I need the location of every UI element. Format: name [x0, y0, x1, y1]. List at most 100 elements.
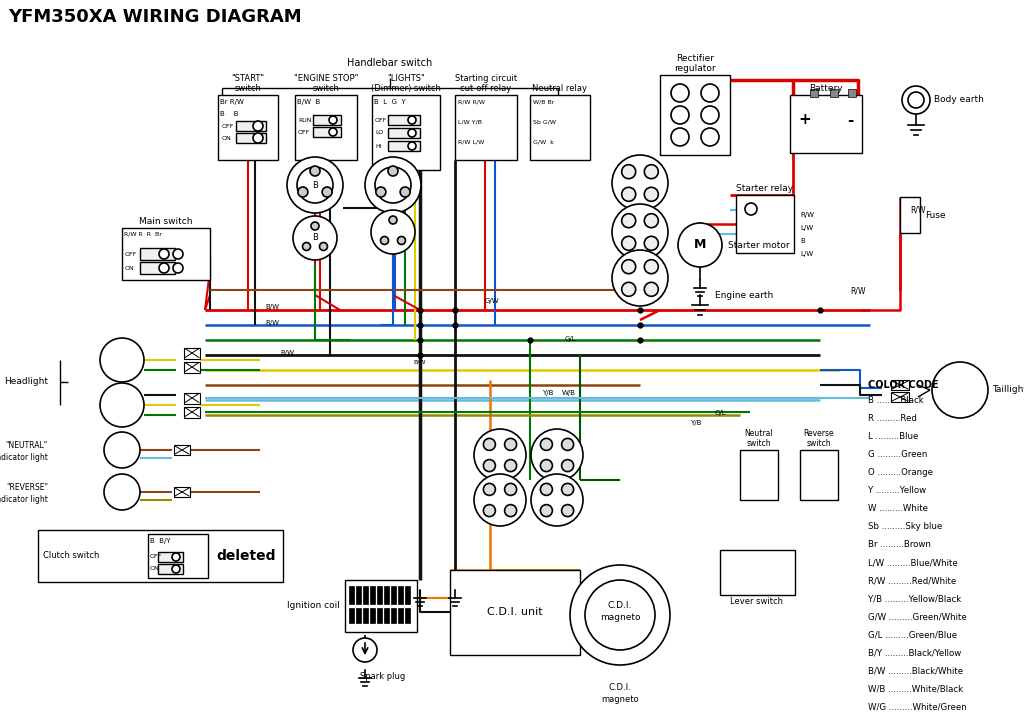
Text: W/B: W/B	[562, 390, 575, 396]
Bar	[398, 608, 403, 623]
Bar	[377, 586, 382, 604]
Text: Br .........Brown: Br .........Brown	[868, 540, 931, 549]
Text: Sb .........Sky blue: Sb .........Sky blue	[868, 522, 942, 531]
Text: B .........Black: B .........Black	[868, 396, 924, 405]
Bar	[349, 608, 354, 623]
Bar	[313, 127, 341, 137]
Text: +: +	[798, 113, 811, 128]
Text: W/G .........White/Green: W/G .........White/Green	[868, 702, 967, 711]
Text: B/Y .........Black/Yellow: B/Y .........Black/Yellow	[868, 648, 962, 657]
Text: Handlebar switch: Handlebar switch	[347, 58, 432, 68]
Circle shape	[474, 474, 526, 526]
Bar	[406, 608, 410, 623]
Circle shape	[397, 237, 406, 245]
Text: YFM350XA WIRING DIAGRAM: YFM350XA WIRING DIAGRAM	[8, 8, 302, 26]
Bar	[740, 450, 778, 500]
Bar	[450, 570, 580, 655]
Circle shape	[408, 116, 416, 124]
Circle shape	[319, 243, 328, 251]
Text: L/W .........Blue/White: L/W .........Blue/White	[868, 558, 957, 567]
Text: B  B/Y: B B/Y	[150, 538, 171, 544]
Text: B/W: B/W	[265, 304, 279, 310]
Circle shape	[678, 223, 722, 267]
Circle shape	[622, 187, 636, 201]
Bar	[900, 197, 920, 233]
Circle shape	[375, 167, 411, 203]
Text: R/W R  R  Br: R/W R R Br	[124, 232, 162, 237]
Bar	[790, 95, 862, 153]
Circle shape	[902, 86, 930, 114]
Circle shape	[388, 166, 398, 176]
Text: W .........White: W .........White	[868, 504, 928, 513]
Circle shape	[483, 438, 496, 451]
Bar	[388, 141, 420, 151]
Circle shape	[172, 553, 180, 561]
Circle shape	[541, 484, 552, 495]
Text: Sb G/W: Sb G/W	[534, 120, 556, 125]
Text: Body earth: Body earth	[934, 95, 984, 105]
Circle shape	[561, 460, 573, 471]
Text: ON: ON	[125, 266, 135, 271]
Text: Starter relay: Starter relay	[736, 184, 794, 193]
Circle shape	[173, 263, 183, 273]
Text: C.D.I.: C.D.I.	[608, 683, 632, 692]
Bar	[370, 586, 375, 604]
Bar	[184, 347, 200, 359]
Text: L/W: L/W	[800, 251, 813, 257]
Text: Br R/W: Br R/W	[220, 99, 244, 105]
Text: Neutral
switch: Neutral switch	[744, 429, 773, 448]
Circle shape	[173, 249, 183, 259]
Circle shape	[104, 474, 140, 510]
Text: B: B	[312, 180, 317, 189]
Circle shape	[701, 106, 719, 124]
Circle shape	[400, 187, 411, 197]
Circle shape	[302, 243, 310, 251]
Circle shape	[908, 92, 924, 108]
Text: G/W .........Green/White: G/W .........Green/White	[868, 612, 967, 621]
Circle shape	[644, 260, 658, 274]
Circle shape	[329, 116, 337, 124]
Bar	[388, 128, 420, 138]
Text: COLOR CODE: COLOR CODE	[868, 380, 939, 390]
Text: B/W  B: B/W B	[297, 99, 321, 105]
Text: Taillight: Taillight	[992, 386, 1024, 394]
Text: Spark plug: Spark plug	[360, 672, 406, 681]
Bar	[140, 248, 175, 260]
Circle shape	[644, 214, 658, 227]
Circle shape	[585, 580, 655, 650]
Bar	[736, 195, 794, 253]
Circle shape	[644, 282, 658, 296]
Bar	[370, 608, 375, 623]
Bar	[174, 487, 190, 497]
Bar	[391, 586, 396, 604]
Bar	[455, 95, 517, 160]
Circle shape	[932, 362, 988, 418]
Circle shape	[253, 133, 263, 143]
Circle shape	[531, 474, 583, 526]
Circle shape	[622, 236, 636, 251]
Text: Battery: Battery	[809, 84, 843, 93]
Text: OFF: OFF	[375, 118, 387, 123]
Circle shape	[408, 129, 416, 137]
Bar	[848, 89, 856, 97]
Circle shape	[474, 429, 526, 481]
Circle shape	[531, 429, 583, 481]
Bar	[184, 406, 200, 417]
Circle shape	[505, 484, 516, 495]
Text: G/W: G/W	[485, 298, 500, 304]
Circle shape	[612, 204, 668, 260]
Text: Headlight: Headlight	[4, 378, 48, 386]
Circle shape	[541, 505, 552, 517]
Text: B    B: B B	[220, 111, 239, 117]
Bar	[236, 121, 266, 131]
Circle shape	[701, 128, 719, 146]
Circle shape	[612, 155, 668, 211]
Bar	[184, 393, 200, 404]
Bar	[295, 95, 357, 160]
Text: R/W: R/W	[910, 206, 926, 214]
Bar	[530, 95, 590, 160]
Circle shape	[561, 484, 573, 495]
Text: Main switch: Main switch	[139, 217, 193, 226]
Text: B  L  G  Y: B L G Y	[374, 99, 406, 105]
Circle shape	[644, 187, 658, 201]
